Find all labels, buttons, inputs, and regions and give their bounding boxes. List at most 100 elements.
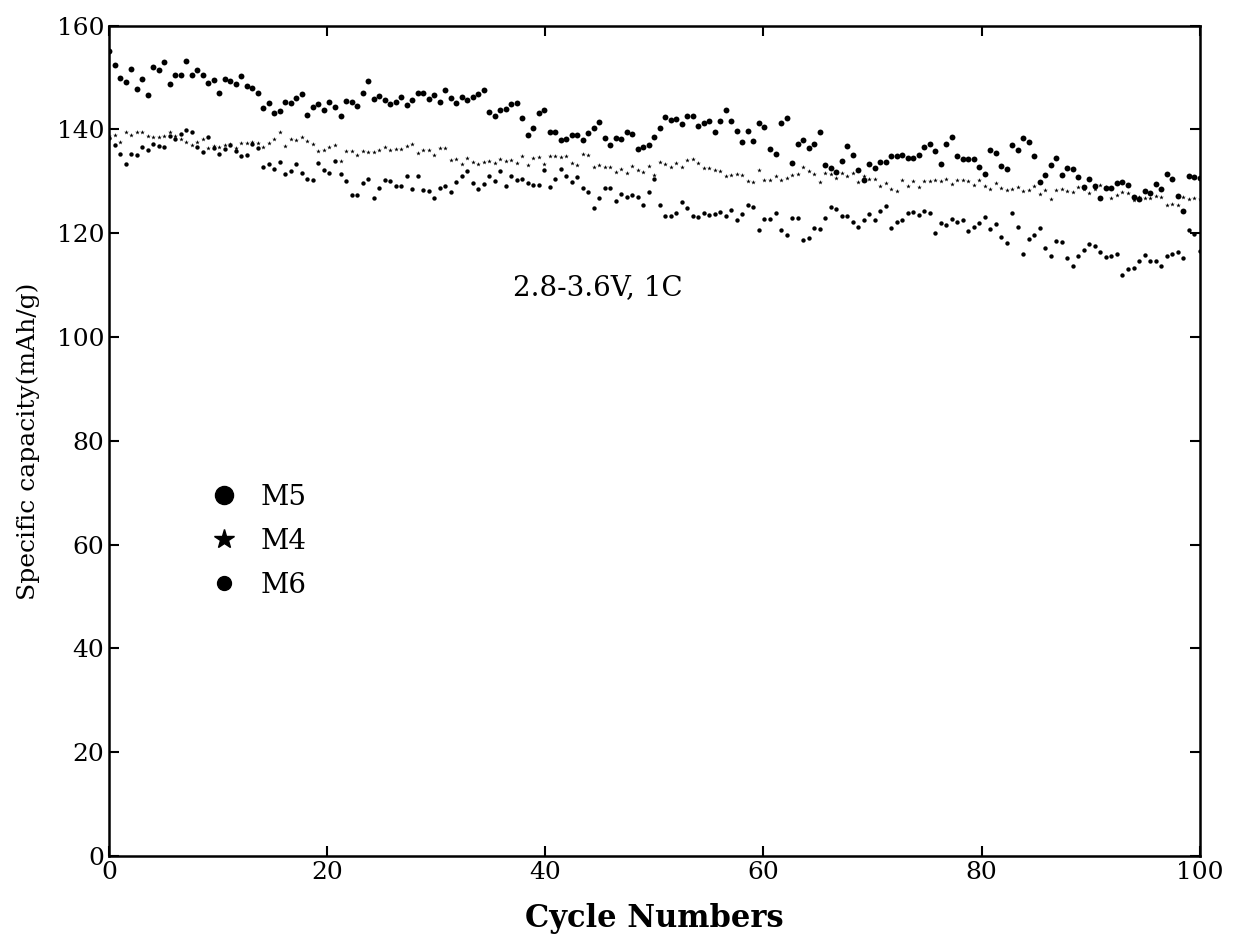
M5	[981, 143, 1001, 158]
M5	[694, 115, 714, 130]
M4	[1052, 182, 1071, 197]
M5	[859, 156, 879, 171]
M4	[688, 155, 708, 170]
M5	[1063, 162, 1083, 177]
M4	[154, 128, 174, 144]
M5	[1019, 135, 1039, 150]
M4	[1140, 190, 1159, 205]
M4	[419, 142, 439, 157]
M4	[1096, 180, 1116, 195]
M5	[391, 89, 410, 105]
M6	[733, 206, 753, 222]
M5	[203, 72, 223, 87]
M4	[408, 146, 428, 161]
M6	[959, 223, 978, 239]
M4	[606, 165, 626, 180]
M5	[226, 76, 246, 91]
M6	[291, 165, 311, 180]
M6	[451, 168, 471, 184]
M4	[551, 149, 570, 165]
M5	[358, 74, 378, 89]
M6	[1118, 262, 1138, 277]
M4	[1024, 178, 1044, 193]
M6	[1112, 267, 1132, 282]
M6	[997, 235, 1017, 250]
M6	[424, 190, 444, 205]
M6	[512, 171, 532, 186]
M5	[408, 86, 428, 101]
M6	[126, 147, 146, 163]
M5	[386, 94, 405, 109]
M4	[253, 139, 273, 154]
M5	[975, 166, 994, 182]
M5	[463, 89, 482, 105]
M5	[771, 115, 791, 130]
M6	[408, 168, 428, 184]
M6	[374, 172, 394, 187]
M5	[501, 96, 521, 111]
M5	[848, 162, 868, 177]
M4	[1130, 189, 1149, 204]
M5	[722, 113, 742, 128]
M4	[562, 155, 582, 170]
M6	[490, 164, 510, 179]
M4	[474, 154, 494, 169]
M4	[176, 134, 196, 149]
M6	[1052, 234, 1071, 249]
M4	[706, 163, 725, 178]
M6	[232, 148, 252, 164]
M4	[1063, 184, 1083, 200]
M6	[611, 186, 631, 202]
M5	[370, 88, 389, 104]
M6	[110, 146, 130, 162]
M4	[198, 140, 218, 155]
M5	[799, 141, 818, 156]
M5	[688, 119, 708, 134]
M4	[435, 140, 455, 155]
M6	[1074, 243, 1094, 258]
M4	[138, 128, 157, 144]
M6	[370, 180, 389, 195]
M4	[627, 163, 647, 178]
M4	[1035, 183, 1055, 198]
M4	[787, 166, 807, 182]
M4	[755, 173, 775, 188]
M5	[154, 54, 174, 69]
M5	[1189, 170, 1209, 185]
M4	[546, 148, 565, 164]
M4	[430, 141, 450, 156]
M4	[446, 152, 466, 167]
M5	[1179, 168, 1199, 184]
M5	[853, 172, 873, 187]
M5	[232, 68, 252, 84]
M4	[595, 160, 615, 175]
M5	[176, 53, 196, 68]
M5	[875, 154, 895, 169]
M6	[413, 182, 433, 197]
M6	[203, 141, 223, 156]
M5	[518, 127, 538, 143]
M5	[215, 71, 234, 87]
M5	[1195, 169, 1215, 184]
M4	[237, 135, 257, 150]
M6	[887, 214, 906, 229]
M5	[931, 157, 951, 172]
M6	[104, 137, 124, 152]
M4	[722, 168, 742, 184]
M4	[870, 179, 890, 194]
M6	[963, 220, 983, 235]
M6	[281, 164, 301, 179]
M5	[1123, 189, 1143, 204]
M5	[507, 96, 527, 111]
M6	[584, 201, 604, 216]
M5	[887, 148, 906, 164]
M4	[336, 144, 356, 159]
M6	[765, 205, 785, 221]
M5	[706, 125, 725, 140]
M4	[805, 166, 825, 182]
M5	[490, 103, 510, 118]
M6	[314, 162, 334, 177]
M4	[122, 127, 141, 143]
M6	[187, 140, 207, 155]
M5	[870, 155, 890, 170]
